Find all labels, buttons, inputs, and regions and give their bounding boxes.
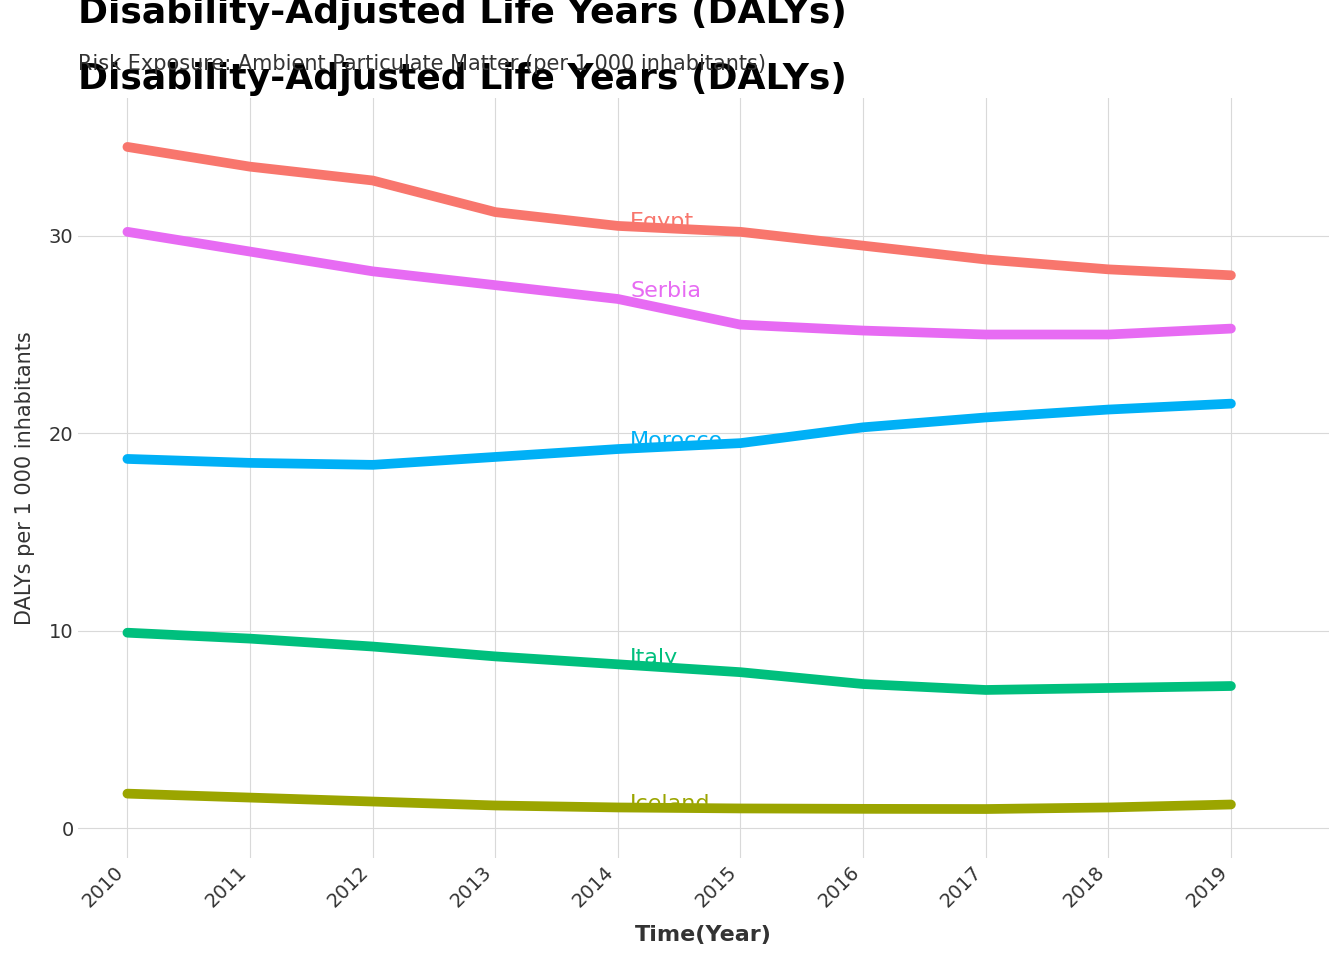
X-axis label: Time(Year): Time(Year) xyxy=(636,925,771,945)
Text: Iceland: Iceland xyxy=(630,794,711,813)
Text: Risk Exposure: Ambient Particulate Matter (per 1 000 inhabitants): Risk Exposure: Ambient Particulate Matte… xyxy=(78,54,766,74)
Text: Italy: Italy xyxy=(630,648,679,668)
Y-axis label: DALYs per 1 000 inhabitants: DALYs per 1 000 inhabitants xyxy=(15,331,35,625)
Text: Disability-Adjusted Life Years (DALYs): Disability-Adjusted Life Years (DALYs) xyxy=(78,0,847,31)
Text: Disability-Adjusted Life Years (DALYs): Disability-Adjusted Life Years (DALYs) xyxy=(78,62,847,96)
Text: Egypt: Egypt xyxy=(630,212,695,232)
Text: Serbia: Serbia xyxy=(630,281,702,301)
Text: Morocco: Morocco xyxy=(630,431,723,451)
